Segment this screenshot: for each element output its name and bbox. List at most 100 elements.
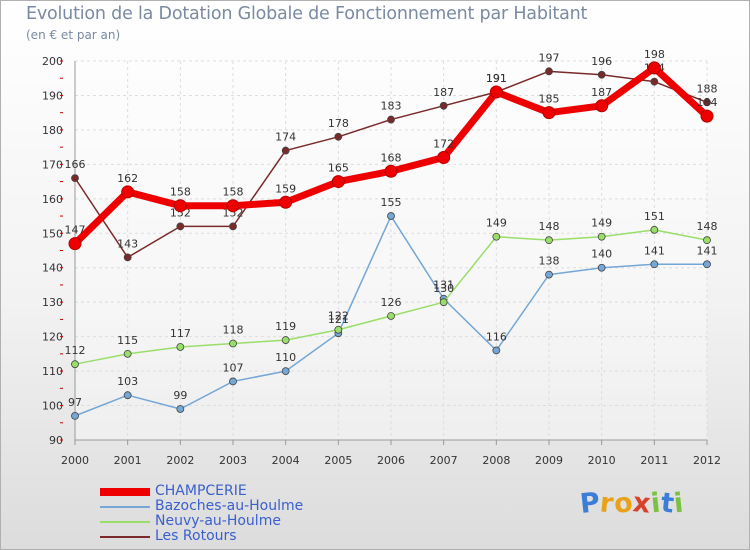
legend-label: Bazoches-au-Houlme — [155, 498, 304, 514]
data-label-les-rotours: 152 — [170, 206, 191, 219]
data-point-champcerie — [173, 199, 187, 213]
data-label-bazoches-au-houlme: 103 — [117, 375, 138, 388]
data-point-champcerie — [384, 164, 398, 178]
data-label-champcerie: 159 — [275, 182, 296, 195]
data-label-les-rotours: 197 — [539, 51, 560, 64]
data-label-champcerie: 187 — [591, 86, 612, 99]
legend-swatch — [100, 487, 150, 496]
data-point-bazoches-au-houlme — [597, 263, 606, 272]
data-label-les-rotours: 152 — [223, 206, 244, 219]
data-point-neuvy-au-houlme — [281, 336, 290, 344]
data-label-neuvy-au-houlme: 119 — [275, 320, 296, 333]
x-tick-label: 2012 — [693, 454, 721, 467]
data-label-les-rotours: 188 — [697, 82, 718, 95]
data-label-les-rotours: 143 — [117, 237, 138, 250]
data-label-champcerie: 168 — [381, 151, 402, 164]
y-tick-label: 200 — [42, 55, 63, 68]
data-point-champcerie — [647, 61, 661, 75]
data-point-neuvy-au-houlme — [650, 225, 659, 234]
data-label-neuvy-au-houlme: 117 — [170, 327, 191, 340]
chart-title: Evolution de la Dotation Globale de Fonc… — [26, 4, 588, 24]
legend-swatch — [100, 520, 150, 523]
data-point-les-rotours — [281, 146, 290, 155]
y-tick-label: 120 — [42, 331, 63, 344]
y-tick-label: 150 — [42, 227, 63, 240]
data-point-champcerie — [542, 106, 556, 120]
data-point-neuvy-au-houlme — [545, 236, 553, 245]
data-point-neuvy-au-houlme — [597, 232, 606, 241]
x-tick-label: 2001 — [114, 454, 142, 467]
data-point-champcerie — [595, 99, 609, 113]
data-point-les-rotours — [229, 222, 237, 231]
data-label-les-rotours: 187 — [433, 86, 454, 99]
data-point-neuvy-au-houlme — [176, 343, 185, 351]
data-label-bazoches-au-houlme: 141 — [697, 244, 718, 257]
data-label-neuvy-au-houlme: 122 — [328, 310, 349, 323]
data-label-bazoches-au-houlme: 155 — [381, 196, 402, 209]
data-point-neuvy-au-houlme — [123, 349, 132, 358]
y-tick-label: 90 — [49, 434, 63, 447]
data-point-bazoches-au-houlme — [650, 260, 659, 269]
data-point-bazoches-au-houlme — [492, 346, 501, 355]
x-tick-label: 2009 — [535, 454, 563, 467]
data-label-bazoches-au-houlme: 107 — [223, 361, 244, 374]
chart-subtitle: (en € et par an) — [26, 28, 121, 42]
data-label-champcerie: 165 — [328, 162, 349, 175]
data-point-bazoches-au-houlme — [229, 377, 237, 386]
x-tick-label: 2010 — [588, 454, 616, 467]
data-point-neuvy-au-houlme — [387, 312, 395, 320]
data-point-champcerie — [279, 195, 293, 209]
data-point-les-rotours — [439, 101, 448, 110]
data-point-les-rotours — [71, 174, 79, 183]
data-label-champcerie: 185 — [539, 93, 560, 106]
data-label-champcerie: 158 — [223, 186, 244, 199]
data-point-champcerie — [437, 150, 451, 164]
data-point-les-rotours — [703, 98, 711, 107]
data-label-bazoches-au-houlme: 131 — [433, 279, 454, 292]
data-label-bazoches-au-houlme: 138 — [539, 255, 560, 268]
data-label-neuvy-au-houlme: 149 — [591, 217, 612, 230]
data-label-bazoches-au-houlme: 99 — [173, 389, 187, 402]
legend-label: CHAMPCERIE — [155, 483, 247, 499]
data-point-neuvy-au-houlme — [439, 298, 448, 307]
data-point-champcerie — [226, 199, 240, 213]
data-label-neuvy-au-houlme: 130 — [433, 282, 454, 295]
data-label-champcerie: 198 — [644, 48, 665, 61]
data-label-neuvy-au-houlme: 112 — [65, 344, 86, 357]
data-label-bazoches-au-houlme: 97 — [68, 396, 82, 409]
data-point-champcerie — [489, 85, 503, 99]
x-tick-label: 2004 — [272, 454, 300, 467]
x-tick-label: 2006 — [377, 454, 405, 467]
data-point-bazoches-au-houlme — [387, 212, 395, 220]
y-tick-label: 110 — [42, 365, 63, 378]
x-tick-label: 2011 — [640, 454, 668, 467]
data-point-champcerie — [700, 109, 714, 123]
proxiti-logo: Proxiti — [578, 487, 686, 520]
x-tick-label: 2003 — [219, 454, 247, 467]
data-label-champcerie: 158 — [170, 186, 191, 199]
data-point-les-rotours — [176, 222, 185, 231]
legend-item: Les Rotours — [100, 529, 303, 544]
data-label-les-rotours: 174 — [275, 131, 296, 144]
data-label-neuvy-au-houlme: 151 — [644, 210, 665, 223]
y-tick-label: 190 — [42, 89, 63, 102]
data-label-champcerie: 147 — [65, 224, 86, 237]
y-tick-label: 140 — [42, 262, 63, 275]
logo-letter: i — [672, 487, 686, 520]
data-label-champcerie: 184 — [697, 96, 718, 109]
data-point-les-rotours — [597, 70, 606, 79]
x-tick-label: 2002 — [166, 454, 194, 467]
data-point-champcerie — [121, 185, 135, 199]
x-tick-label: 2007 — [430, 454, 458, 467]
data-point-champcerie — [68, 237, 82, 251]
data-point-neuvy-au-houlme — [703, 236, 711, 245]
data-point-bazoches-au-houlme — [123, 391, 132, 400]
data-point-neuvy-au-houlme — [492, 232, 501, 241]
data-point-neuvy-au-houlme — [334, 325, 343, 334]
data-point-bazoches-au-houlme — [71, 411, 79, 420]
legend-swatch — [100, 535, 150, 538]
data-label-les-rotours: 166 — [65, 158, 86, 171]
data-label-neuvy-au-houlme: 118 — [223, 324, 244, 337]
data-point-les-rotours — [545, 67, 553, 76]
